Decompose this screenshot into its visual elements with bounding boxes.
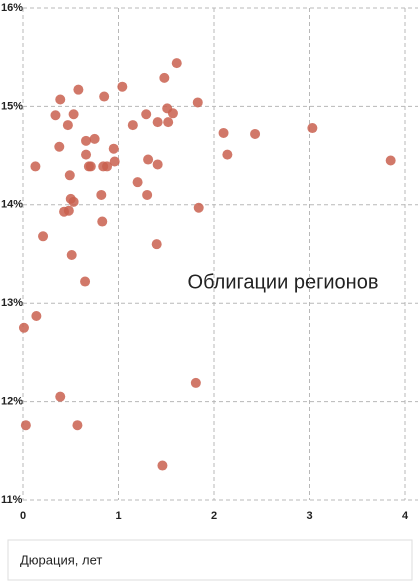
y-tick-label: 15% — [1, 100, 23, 112]
point — [385, 155, 396, 166]
point — [30, 161, 41, 172]
point — [89, 133, 100, 144]
y-tick-label: 11% — [1, 494, 23, 506]
point — [73, 84, 84, 95]
point — [50, 110, 61, 121]
point — [109, 156, 120, 167]
point — [250, 128, 261, 139]
point — [63, 205, 74, 216]
point — [62, 120, 73, 131]
x-tick-label: 2 — [211, 510, 217, 522]
x-label-box — [7, 539, 413, 581]
x-tick-label: 1 — [115, 510, 121, 522]
point — [38, 231, 49, 242]
point — [151, 239, 162, 250]
point — [159, 72, 170, 83]
point — [55, 391, 66, 402]
point — [66, 249, 77, 260]
point — [81, 135, 92, 146]
point — [152, 159, 163, 170]
point — [192, 97, 203, 108]
annotation: Облигации регионов — [188, 271, 379, 293]
y-tick-label: 16% — [1, 2, 23, 14]
point — [167, 108, 178, 119]
point — [72, 420, 83, 431]
point — [68, 109, 79, 120]
y-tick-label: 14% — [1, 199, 23, 211]
y-tick-label: 12% — [1, 396, 23, 408]
point — [127, 120, 138, 131]
point — [97, 216, 108, 227]
point — [20, 420, 31, 431]
point — [152, 117, 163, 128]
point — [163, 117, 174, 128]
point — [96, 189, 107, 200]
point — [54, 141, 65, 152]
point — [31, 310, 42, 321]
point — [190, 377, 201, 388]
point — [222, 149, 233, 160]
point — [85, 161, 96, 172]
point — [18, 322, 29, 333]
point — [55, 94, 66, 105]
x-tick-label: 4 — [402, 510, 409, 522]
point — [218, 127, 229, 138]
point — [81, 149, 92, 160]
point — [307, 123, 318, 134]
point — [99, 91, 110, 102]
x-tick-label: 0 — [20, 510, 26, 522]
point — [157, 460, 168, 471]
point — [108, 143, 119, 154]
y-tick-label: 13% — [1, 297, 23, 309]
point — [141, 109, 152, 120]
point — [117, 81, 128, 92]
point — [64, 170, 75, 181]
point — [132, 177, 143, 188]
point — [142, 189, 153, 200]
point — [193, 202, 204, 213]
x-tick-label: 3 — [306, 510, 312, 522]
point — [171, 58, 182, 69]
point — [102, 161, 113, 172]
x-axis-label: Дюрация, лет — [20, 552, 102, 567]
point — [143, 154, 154, 165]
point — [68, 196, 79, 207]
point — [80, 276, 91, 287]
